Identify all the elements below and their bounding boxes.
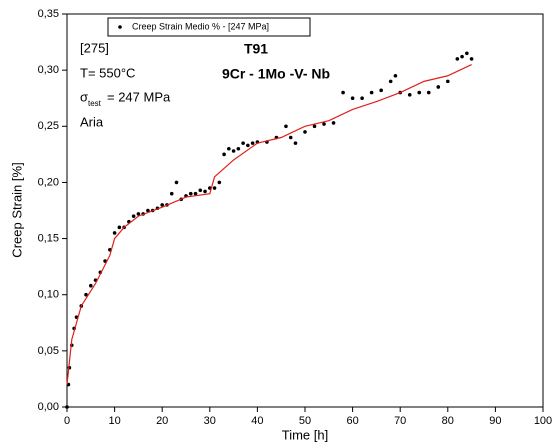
data-point [212, 186, 217, 190]
x-tick-label: 70 [394, 415, 406, 427]
legend-box [107, 17, 311, 37]
x-tick-label: 100 [534, 415, 552, 427]
data-point [360, 96, 364, 101]
data-point [284, 124, 288, 129]
data-point [203, 189, 207, 194]
annotation: T91 [244, 41, 268, 57]
x-axis-label: Time [h] [282, 427, 328, 442]
data-point [241, 141, 245, 145]
x-tick-label: 50 [299, 415, 311, 427]
data-point [136, 212, 141, 216]
data-point [84, 292, 88, 297]
data-point [369, 90, 374, 95]
data-point [469, 57, 474, 61]
annotation: [275] [80, 40, 109, 55]
y-tick-label: 0,25 [38, 120, 59, 132]
annotation: test [88, 99, 102, 108]
data-point [250, 141, 255, 145]
data-point [227, 146, 231, 151]
y-tick-label: 0,35 [38, 8, 59, 20]
data-point [112, 231, 117, 235]
y-tick-label: 0,30 [38, 64, 59, 76]
x-tick-label: 30 [204, 415, 216, 427]
x-tick-label: 40 [251, 415, 263, 427]
annotation: T= 550°C [80, 65, 135, 80]
legend-label: Creep Strain Medio % - [247 MPa] [132, 21, 269, 31]
data-point [388, 79, 393, 84]
data-point [460, 54, 464, 59]
annotation: σ [80, 89, 88, 104]
x-tick-label: 20 [156, 415, 168, 427]
y-tick-label: 0,15 [38, 232, 59, 244]
x-tick-label: 10 [108, 415, 120, 427]
data-point [131, 214, 136, 218]
data-point [217, 180, 222, 185]
data-point [188, 191, 193, 196]
data-point [341, 90, 345, 95]
data-point [303, 130, 307, 134]
y-tick-label: 0,00 [38, 401, 59, 413]
y-tick-label: 0,20 [38, 176, 59, 188]
data-point [246, 143, 250, 148]
data-point [455, 57, 460, 61]
data-point [407, 93, 412, 97]
annotation: = 247 MPa [107, 89, 171, 104]
x-tick-label: 0 [64, 415, 70, 427]
data-point [293, 141, 298, 145]
y-tick-label: 0,05 [38, 345, 59, 357]
data-point [65, 405, 69, 409]
data-point [169, 191, 174, 196]
x-tick-label: 80 [442, 415, 454, 427]
data-point [117, 225, 122, 230]
data-point [331, 121, 336, 125]
annotation: Aria [80, 114, 104, 129]
data-point [160, 203, 164, 207]
data-point [222, 152, 226, 157]
annotation: 9Cr - 1Mo -V- Nb [222, 66, 330, 82]
data-point [89, 283, 93, 288]
data-point [322, 122, 326, 126]
data-point [236, 146, 241, 151]
data-point [198, 188, 203, 193]
data-point [417, 90, 422, 95]
x-tick-label: 60 [346, 415, 358, 427]
data-point [426, 90, 431, 95]
data-point [379, 88, 383, 93]
data-point [231, 149, 236, 153]
data-point [193, 191, 198, 196]
data-point [465, 51, 469, 56]
y-tick-label: 0,10 [38, 289, 59, 301]
data-point [288, 135, 293, 140]
data-point [312, 124, 317, 129]
legend-marker [118, 25, 122, 29]
data-point [446, 79, 450, 84]
fit-line [66, 63, 472, 385]
data-point [350, 96, 355, 101]
data-point [436, 85, 441, 89]
data-point [146, 208, 150, 213]
data-point [393, 73, 398, 78]
x-tick-label: 90 [489, 415, 501, 427]
y-axis-label: Creep Strain [%] [9, 162, 24, 257]
data-point [174, 180, 179, 185]
